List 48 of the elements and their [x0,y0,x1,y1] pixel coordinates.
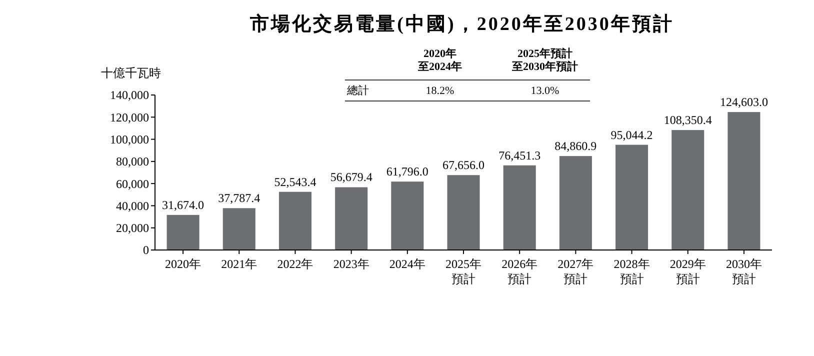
y-tick-label: 0 [143,243,149,258]
bar [728,112,760,250]
bar [335,187,368,250]
bar [672,130,704,250]
data-label: 108,350.4 [664,113,712,128]
x-tick-label: 2023年 [333,257,370,271]
y-tick-label: 60,000 [116,176,149,191]
bar [503,165,536,250]
x-tick-label: 2027年預計 [558,257,594,286]
data-label: 56,679.4 [330,170,372,184]
data-label: 31,674.0 [162,198,204,212]
chart-title: 市場化交易電量(中國)，2020年至2030年預計 [249,13,674,35]
data-label: 61,796.0 [386,164,428,179]
data-label: 67,656.0 [442,158,484,172]
annotation: 18.2% [426,85,454,97]
bar [616,144,648,250]
x-tick-label: 2021年 [221,257,258,271]
x-tick-label: 2029年預計 [670,257,706,286]
x-tick-label: 2028年預計 [614,257,650,286]
bar [391,182,424,250]
y-axis-title: 十億千瓦時 [101,66,161,80]
data-label: 52,543.4 [274,174,316,189]
text: 2020年至2024年 [417,47,462,73]
y-tick-label: 40,000 [116,198,149,213]
y-tick-label: 80,000 [116,154,149,169]
x-tick-label: 2024年 [389,257,426,271]
x-tick-label: 2025年預計 [446,257,482,286]
y-tick-label: 100,000 [110,132,149,146]
annotation: 13.0% [530,85,560,97]
data-label: 124,603.0 [720,95,768,110]
annotation: 總計 [346,84,369,97]
y-tick-label: 140,000 [110,88,149,102]
x-tick-label: 2022年 [277,257,314,271]
y-tick-label: 120,000 [110,110,149,124]
text: 2025年預計至2030年預計 [511,47,578,73]
y-tick-label: 20,000 [116,221,149,236]
bar [559,156,592,250]
data-label: 84,860.9 [554,139,597,154]
x-tick-label: 2026年預計 [502,257,538,286]
data-label: 76,451.3 [498,148,541,162]
data-label: 95,044.2 [610,128,653,142]
bar [222,208,256,250]
data-label: 37,787.4 [218,191,260,206]
x-tick-label: 2030年預計 [726,257,762,286]
bar [447,175,480,250]
x-tick-label: 2020年 [165,257,202,271]
bar [166,214,200,250]
bar [278,192,312,250]
